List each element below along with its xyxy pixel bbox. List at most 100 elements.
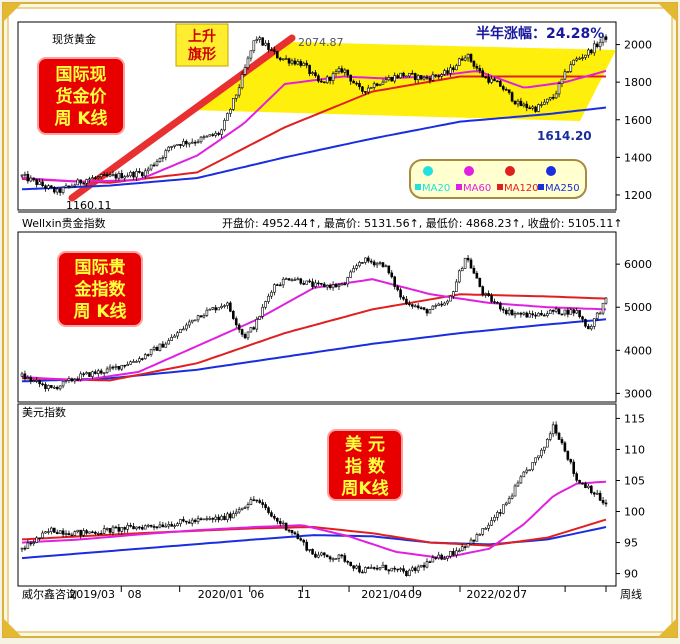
- candle-body: [287, 58, 291, 64]
- candle-body: [314, 72, 317, 77]
- candle-body: [419, 75, 423, 80]
- candle-body: [208, 134, 212, 137]
- candle-body: [50, 185, 53, 188]
- candle-body: [387, 569, 391, 572]
- candle-body: [76, 379, 80, 381]
- candle-body: [255, 499, 259, 502]
- candle-body: [460, 268, 464, 272]
- candle-body: [249, 50, 253, 59]
- candle-body: [190, 519, 194, 524]
- candle-body: [513, 313, 517, 316]
- candle-body: [402, 296, 405, 300]
- candle-body: [173, 525, 176, 527]
- candle-body: [499, 80, 502, 87]
- candle-body: [105, 528, 109, 530]
- candle-body: [123, 176, 127, 179]
- candle-body: [94, 531, 97, 534]
- candle-body: [416, 75, 420, 81]
- candle-body: [396, 75, 399, 79]
- candle-body: [604, 36, 608, 40]
- candle-body: [55, 188, 59, 193]
- panel-2-candles: [20, 254, 608, 392]
- candle-body: [525, 103, 529, 109]
- candle-body: [513, 485, 517, 497]
- candle-body: [543, 101, 546, 105]
- candle-body: [237, 509, 241, 513]
- y-tick-label: 1600: [624, 114, 652, 127]
- candle-body: [537, 455, 540, 459]
- candle-body: [208, 308, 212, 311]
- candle-body: [226, 113, 229, 121]
- low-price-label-right: 1614.20: [537, 129, 592, 143]
- candle-body: [528, 469, 531, 472]
- candle-body: [411, 72, 414, 75]
- candle-body: [143, 525, 147, 530]
- candle-body: [384, 564, 388, 571]
- candle-body: [381, 564, 385, 568]
- candle-body: [463, 257, 467, 269]
- candle-body: [82, 530, 85, 536]
- candle-body: [455, 281, 458, 292]
- candle-body: [487, 524, 490, 529]
- y-tick-label: 115: [624, 412, 645, 425]
- legend-swatch-ma250: [538, 184, 544, 190]
- candle-body: [61, 530, 65, 535]
- candle-body: [581, 482, 584, 485]
- note-rising-flag-text: 上升旗形: [188, 28, 216, 63]
- candle-body: [425, 309, 429, 314]
- candle-body: [252, 327, 256, 330]
- candle-body: [457, 58, 461, 66]
- candle-body: [378, 262, 382, 264]
- candle-body: [366, 87, 370, 93]
- y-tick-label: 5000: [624, 301, 652, 314]
- candle-body: [575, 310, 578, 314]
- candle-body: [522, 471, 526, 478]
- title-box-gold-text: 国际现货金价周 K线: [54, 65, 107, 129]
- candle-body: [32, 177, 36, 180]
- candle-body: [499, 302, 502, 310]
- candle-body: [38, 380, 41, 385]
- candle-body: [507, 498, 511, 504]
- low-price-label-left: 1160.11: [66, 199, 112, 212]
- candle-body: [460, 58, 464, 61]
- candle-body: [196, 141, 200, 144]
- candle-body: [223, 305, 226, 307]
- candle-body: [117, 173, 121, 179]
- candle-body: [296, 61, 300, 65]
- candle-body: [152, 526, 156, 528]
- corner-ornament: [3, 618, 22, 637]
- candle-body: [158, 343, 162, 351]
- candle-body: [343, 283, 347, 286]
- candle-body: [143, 170, 147, 177]
- candle-body: [146, 168, 150, 172]
- legend-label-ma20: MA20: [422, 183, 450, 194]
- candle-body: [355, 565, 358, 569]
- candle-body: [199, 518, 203, 520]
- candle-body: [484, 528, 487, 530]
- y-tick-label: 6000: [624, 258, 652, 271]
- candle-body: [111, 526, 115, 533]
- ma-legend: MA20 MA60 MA120 MA250: [409, 159, 587, 199]
- candle-body: [499, 512, 502, 514]
- candle-body: [372, 261, 376, 266]
- candle-body: [440, 554, 443, 560]
- candle-body: [284, 522, 288, 531]
- candle-body: [23, 173, 27, 176]
- candle-body: [91, 177, 94, 180]
- panel-2-y-axis: 3000 4000 5000 6000: [616, 258, 652, 400]
- candle-body: [434, 74, 438, 77]
- candle-body: [120, 173, 124, 179]
- candle-body: [513, 100, 517, 105]
- candle-body: [510, 92, 514, 102]
- candle-body: [243, 67, 247, 75]
- candle-body: [328, 284, 332, 289]
- candle-body: [516, 312, 520, 315]
- candle-body: [519, 476, 523, 484]
- candle-body: [61, 187, 65, 193]
- candle-body: [563, 71, 567, 80]
- candle-body: [143, 354, 147, 360]
- candle-body: [337, 284, 341, 288]
- y-tick-label: 1800: [624, 76, 652, 89]
- candle-body: [44, 185, 47, 189]
- candle-body: [155, 161, 159, 166]
